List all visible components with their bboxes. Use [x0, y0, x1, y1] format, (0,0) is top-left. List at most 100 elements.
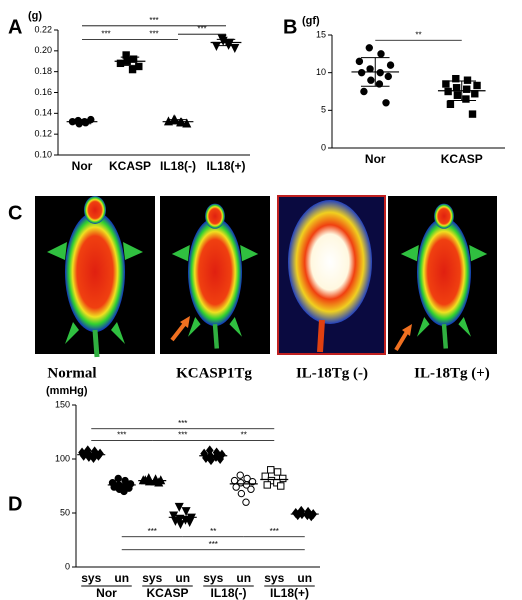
significance-label: ** [210, 527, 216, 536]
significance-label: *** [117, 431, 126, 440]
panel-letter: C [8, 202, 22, 224]
point [224, 40, 234, 50]
significance-label: *** [101, 29, 110, 38]
image-label: KCASP1Tg [176, 365, 252, 381]
point [279, 474, 287, 483]
significance-label: *** [148, 527, 157, 536]
point [366, 65, 374, 73]
point [444, 87, 452, 96]
y-tick-label: 5 [321, 105, 326, 115]
x-tick-label: IL18(+) [206, 159, 245, 173]
x-tick-label: sys [264, 571, 284, 585]
group-label: IL18(-) [211, 586, 247, 600]
point [185, 517, 195, 527]
y-tick-label: 10 [316, 67, 326, 77]
point [120, 487, 128, 496]
point [154, 477, 164, 487]
point [230, 476, 239, 485]
x-tick-label: un [236, 571, 251, 585]
point [128, 65, 137, 74]
arrow [170, 320, 188, 342]
y-tick-label: 0.10 [34, 149, 52, 159]
significance-label: *** [149, 16, 158, 25]
point [355, 57, 364, 66]
y-tick-label: 100 [55, 453, 70, 463]
image-label: IL-18Tg (+) [414, 365, 490, 381]
x-tick-label: KCASP [109, 159, 151, 173]
point [174, 502, 184, 512]
x-tick-label: un [114, 571, 129, 585]
point [277, 482, 285, 490]
tail [317, 319, 325, 353]
arrow-head [180, 316, 190, 328]
point [181, 507, 191, 517]
group-label: Nor [96, 586, 117, 600]
x-tick-label: un [297, 571, 312, 585]
point [114, 474, 122, 483]
significance-label: ** [241, 431, 247, 440]
y-axis-label: (mmHg) [46, 385, 88, 397]
point [375, 80, 384, 88]
point [463, 76, 472, 84]
point [471, 90, 479, 98]
image-label: IL-18Tg (-) [296, 365, 368, 381]
y-tick-label: 0.18 [34, 66, 52, 76]
y-tick-label: 0.12 [34, 129, 52, 139]
point [377, 50, 385, 58]
x-tick-label: Nor [72, 159, 93, 173]
y-tick-label: 0.16 [34, 87, 52, 97]
point [376, 68, 384, 77]
mouse-heatmap [288, 200, 372, 324]
point [462, 95, 470, 103]
point [360, 87, 368, 96]
point [232, 483, 240, 491]
point [473, 81, 481, 90]
arrow [394, 328, 410, 352]
point [261, 472, 269, 480]
point [468, 110, 477, 118]
point [247, 485, 255, 493]
point [230, 44, 240, 54]
significance-label: *** [178, 419, 187, 428]
point [382, 99, 390, 107]
y-tick-label: 0 [65, 561, 70, 571]
y-tick-label: 0.20 [34, 45, 52, 55]
panel-letter: D [8, 493, 22, 515]
point [267, 466, 275, 474]
y-tick-label: 50 [60, 507, 70, 517]
image-label: Normal [47, 365, 96, 381]
point [384, 72, 392, 81]
point [135, 62, 143, 71]
y-tick-label: 0.14 [34, 108, 52, 118]
point [386, 61, 395, 69]
point [237, 489, 246, 498]
significance-label: ** [415, 30, 421, 39]
point [169, 511, 179, 521]
point [365, 44, 373, 52]
y-axis-label: (gf) [302, 15, 320, 27]
x-tick-label: sys [203, 571, 223, 585]
significance-label: *** [149, 29, 158, 38]
y-tick-label: 15 [316, 29, 326, 39]
point [263, 481, 271, 489]
point [452, 84, 461, 92]
panel-letter: B [283, 16, 297, 38]
y-tick-label: 0.22 [34, 24, 52, 34]
arrow-head [402, 324, 412, 336]
x-tick-label: un [175, 571, 190, 585]
point [453, 91, 462, 99]
y-tick-label: 0 [321, 142, 326, 152]
panel-c: C Normal KCASP1Tg IL-18Tg (-) IL-18Tg (+… [8, 196, 497, 381]
point [242, 498, 250, 506]
point [357, 68, 366, 77]
panel-letter: A [8, 16, 22, 38]
significance-label: *** [270, 527, 279, 536]
y-axis-label: (g) [28, 10, 42, 22]
point [89, 452, 98, 463]
x-tick-label: KCASP [441, 152, 483, 166]
point [367, 76, 375, 84]
point [273, 468, 282, 476]
point [216, 453, 224, 465]
significance-label: *** [209, 540, 218, 549]
